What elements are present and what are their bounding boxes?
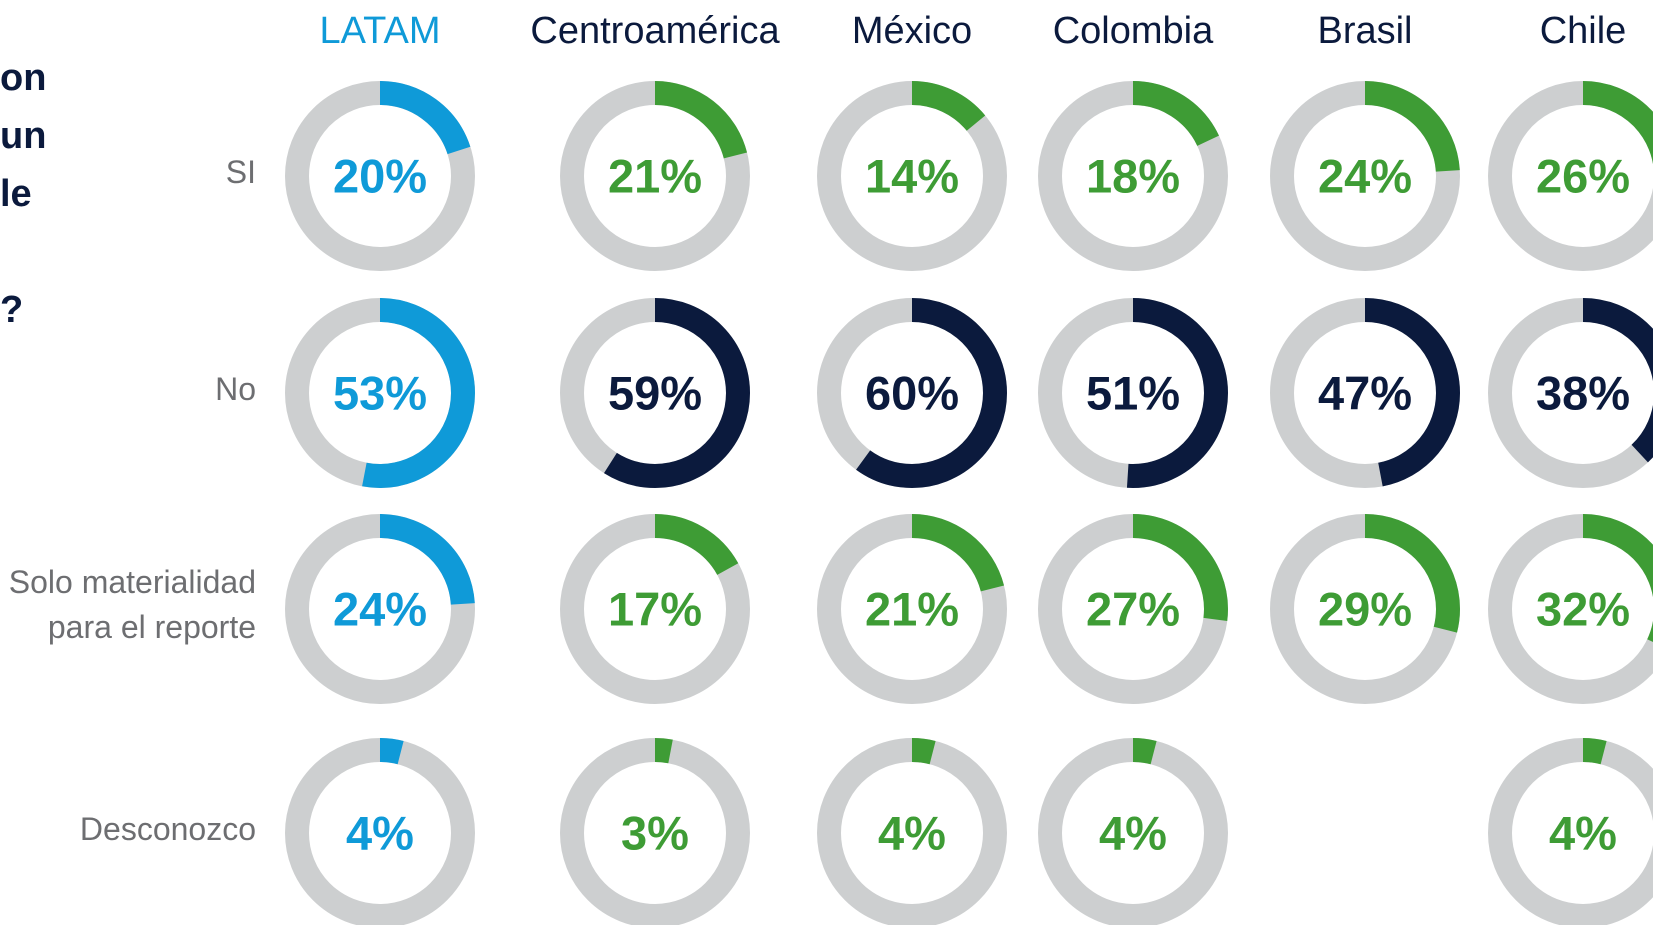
value-label: 17% — [608, 582, 702, 635]
donut-arc — [560, 81, 750, 271]
row-label: Solo materialidad para el reporte — [8, 564, 256, 645]
donut-arc — [1270, 298, 1460, 488]
value-label: 14% — [865, 149, 959, 202]
value-label: 51% — [1086, 366, 1180, 419]
row-label: No — [215, 370, 256, 407]
column-header: México — [852, 10, 972, 52]
donut-arc — [560, 514, 750, 704]
value-label: 4% — [346, 806, 414, 859]
donut-arc — [560, 298, 750, 488]
column-header: Colombia — [1053, 10, 1214, 52]
value-label: 18% — [1086, 149, 1180, 202]
donut-arc — [1038, 738, 1228, 925]
value-label: 21% — [865, 582, 959, 635]
row-label: SI — [225, 153, 256, 190]
donut-arc — [1038, 298, 1228, 488]
value-label: 29% — [1318, 582, 1412, 635]
value-label: 21% — [608, 149, 702, 202]
value-label: 47% — [1318, 366, 1412, 419]
donut-arc — [1270, 514, 1460, 704]
donut-arc — [1038, 81, 1228, 271]
donut-arc — [817, 298, 1007, 488]
column-header: Brasil — [1317, 10, 1412, 52]
donut-arc — [1038, 514, 1228, 704]
donut-arc — [817, 738, 1007, 925]
donut-arc — [1488, 81, 1653, 271]
value-label: 4% — [1549, 806, 1617, 859]
value-label: 27% — [1086, 582, 1180, 635]
value-label: 32% — [1536, 582, 1630, 635]
donut-arc — [285, 738, 475, 925]
value-label: 26% — [1536, 149, 1630, 202]
value-label: 53% — [333, 366, 427, 419]
value-label: 4% — [878, 806, 946, 859]
row-label: Desconozco — [79, 810, 256, 847]
column-header: Chile — [1540, 10, 1627, 52]
question-fragment: le — [0, 173, 32, 215]
value-label: 3% — [621, 806, 689, 859]
donut-arc — [1488, 298, 1653, 488]
donut-arc — [285, 298, 475, 488]
value-label: 24% — [333, 582, 427, 635]
value-label: 60% — [865, 366, 959, 419]
column-header: LATAM — [319, 10, 440, 52]
donut-arc — [1270, 81, 1460, 271]
donut-arc — [285, 81, 475, 271]
value-label: 20% — [333, 149, 427, 202]
donut-arc — [817, 514, 1007, 704]
value-label: 59% — [608, 366, 702, 419]
question-fragment: un — [0, 115, 47, 157]
question-fragment: on — [0, 57, 47, 99]
donut-arc — [1488, 514, 1653, 704]
donut-arc — [285, 514, 475, 704]
value-label: 4% — [1099, 806, 1167, 859]
donut-arc — [1488, 738, 1653, 925]
value-label: 24% — [1318, 149, 1412, 202]
column-header: Centroamérica — [530, 10, 780, 52]
question-fragment: ? — [0, 289, 24, 331]
donut-arc — [560, 738, 750, 925]
donut-arc — [817, 81, 1007, 271]
value-label: 38% — [1536, 366, 1630, 419]
